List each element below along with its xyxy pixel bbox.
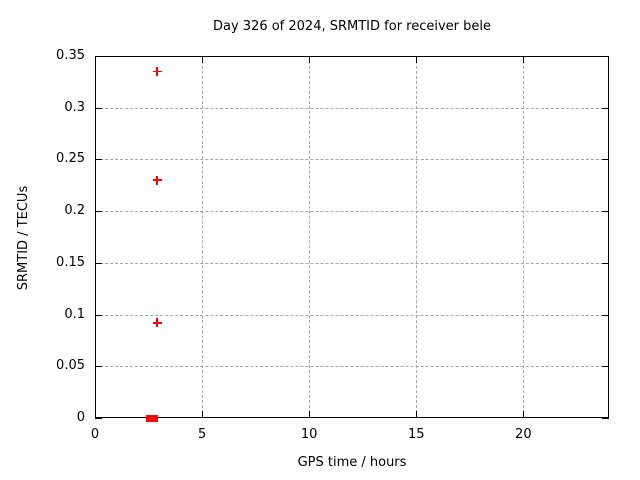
- y-tick-label: 0.2: [64, 203, 85, 219]
- y-tick-mark-left: [95, 262, 102, 264]
- gridline-horizontal: [95, 366, 609, 368]
- y-tick-label: 0.05: [56, 358, 85, 374]
- x-axis-label: GPS time / hours: [297, 455, 407, 470]
- gridline-horizontal: [95, 211, 609, 213]
- data-point-marker: [152, 67, 162, 76]
- y-tick-mark-left: [95, 56, 102, 57]
- data-point-marker: [152, 175, 162, 185]
- x-tick-label: 5: [197, 427, 207, 442]
- y-tick-mark-right: [602, 211, 609, 213]
- y-tick-label: 0.1: [64, 306, 85, 322]
- data-point-cluster: [146, 414, 159, 422]
- y-tick-label: 0.25: [56, 151, 85, 167]
- x-tick-mark-bottom: [95, 411, 96, 418]
- y-tick-label: 0.3: [64, 99, 85, 115]
- x-tick-mark-top: [202, 56, 204, 63]
- x-tick-mark-top: [95, 56, 96, 63]
- y-tick-label: 0.35: [56, 48, 85, 63]
- data-point-marker: [152, 318, 162, 328]
- y-tick-mark-left: [95, 159, 102, 161]
- y-tick-mark-left: [95, 107, 102, 109]
- y-tick-mark-right: [602, 159, 609, 161]
- gridline-horizontal: [95, 107, 609, 109]
- y-tick-mark-right: [602, 366, 609, 368]
- y-tick-mark-right: [602, 107, 609, 109]
- x-tick-label: 15: [407, 427, 425, 442]
- x-tick-mark-top: [523, 56, 525, 63]
- y-tick-mark-left: [95, 314, 102, 316]
- x-tick-mark-top: [416, 56, 418, 63]
- gridline-vertical: [416, 56, 418, 418]
- x-tick-mark-bottom: [416, 411, 418, 418]
- y-axis-label: SRMTID / TECUs: [16, 185, 31, 291]
- x-tick-label: 10: [300, 427, 318, 442]
- y-tick-mark-right: [602, 56, 609, 57]
- gridline-vertical: [202, 56, 204, 418]
- y-tick-mark-right: [602, 262, 609, 264]
- y-tick-label: 0: [76, 410, 85, 425]
- x-tick-mark-top: [309, 56, 311, 63]
- y-tick-mark-left: [95, 366, 102, 368]
- plot-area-border: [95, 56, 609, 418]
- gridline-horizontal: [95, 262, 609, 264]
- y-tick-mark-right: [602, 418, 609, 419]
- gridline-horizontal: [95, 314, 609, 316]
- x-tick-label: 0: [90, 427, 100, 442]
- gridline-vertical: [309, 56, 311, 418]
- y-tick-mark-right: [602, 314, 609, 316]
- x-tick-mark-bottom: [523, 411, 525, 418]
- x-tick-mark-bottom: [202, 411, 204, 418]
- y-tick-mark-left: [95, 211, 102, 213]
- y-tick-mark-left: [95, 418, 102, 419]
- x-tick-mark-bottom: [309, 411, 311, 418]
- y-tick-label: 0.15: [56, 254, 85, 270]
- gridline-horizontal: [95, 159, 609, 161]
- x-tick-label: 20: [515, 427, 532, 442]
- chart-title: Day 326 of 2024, SRMTID for receiver bel…: [212, 19, 492, 34]
- gridline-vertical: [523, 56, 525, 418]
